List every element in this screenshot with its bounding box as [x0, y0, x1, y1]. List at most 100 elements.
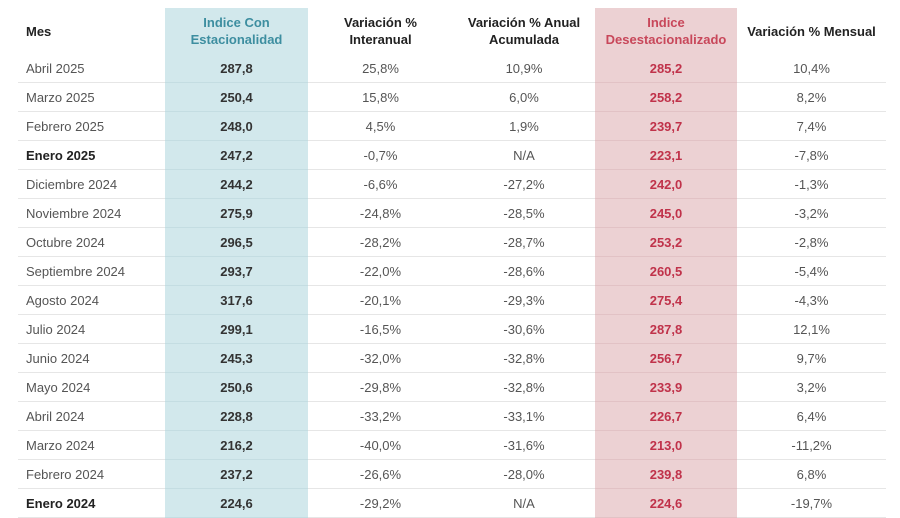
cell-variacion-interanual: -0,7%	[308, 140, 453, 170]
cell-indice-desestacionalizado: 275,4	[595, 285, 737, 315]
cell-variacion-anual-acumulada: -28,0%	[453, 459, 595, 489]
cell-indice-con-estacionalidad: 296,5	[165, 227, 308, 257]
cell-variacion-interanual: 25,8%	[308, 54, 453, 83]
cell-indice-desestacionalizado: 245,0	[595, 198, 737, 228]
table-row: Enero 2024 224,6 -29,2% N/A 224,6 -19,7%	[18, 488, 886, 518]
cell-indice-con-estacionalidad: 299,1	[165, 314, 308, 344]
cell-indice-desestacionalizado: 239,8	[595, 459, 737, 489]
cell-variacion-interanual: -16,5%	[308, 314, 453, 344]
cell-variacion-interanual: -40,0%	[308, 430, 453, 460]
cell-variacion-interanual: -29,8%	[308, 372, 453, 402]
cell-variacion-anual-acumulada: N/A	[453, 140, 595, 170]
cell-variacion-anual-acumulada: -32,8%	[453, 343, 595, 373]
table-row: Agosto 2024 317,6 -20,1% -29,3% 275,4 -4,3%	[18, 285, 886, 315]
cell-variacion-mensual: -5,4%	[737, 256, 886, 286]
cell-indice-con-estacionalidad: 224,6	[165, 488, 308, 518]
cell-mes: Julio 2024	[18, 314, 165, 344]
cell-indice-desestacionalizado: 224,6	[595, 488, 737, 518]
cell-mes: Septiembre 2024	[18, 256, 165, 286]
cell-indice-desestacionalizado: 258,2	[595, 82, 737, 112]
cell-variacion-interanual: -20,1%	[308, 285, 453, 315]
cell-variacion-mensual: 6,8%	[737, 459, 886, 489]
cell-variacion-anual-acumulada: 1,9%	[453, 111, 595, 141]
cell-variacion-mensual: -19,7%	[737, 488, 886, 518]
cell-indice-con-estacionalidad: 245,3	[165, 343, 308, 373]
table-row: Abril 2024 228,8 -33,2% -33,1% 226,7 6,4%	[18, 401, 886, 431]
cell-variacion-anual-acumulada: -32,8%	[453, 372, 595, 402]
cell-mes: Febrero 2025	[18, 111, 165, 141]
table-row: Abril 2025 287,8 25,8% 10,9% 285,2 10,4%	[18, 54, 886, 83]
cell-indice-desestacionalizado: 213,0	[595, 430, 737, 460]
cell-variacion-interanual: 15,8%	[308, 82, 453, 112]
cell-indice-desestacionalizado: 256,7	[595, 343, 737, 373]
cell-variacion-interanual: -33,2%	[308, 401, 453, 431]
table-row: Septiembre 2024 293,7 -22,0% -28,6% 260,5 -5,…	[18, 256, 886, 286]
cell-mes: Abril 2025	[18, 54, 165, 83]
cell-variacion-mensual: 6,4%	[737, 401, 886, 431]
cell-mes: Noviembre 2024	[18, 198, 165, 228]
cell-variacion-interanual: -22,0%	[308, 256, 453, 286]
cell-indice-con-estacionalidad: 248,0	[165, 111, 308, 141]
cell-mes: Enero 2025	[18, 140, 165, 170]
cell-variacion-anual-acumulada: -27,2%	[453, 169, 595, 199]
table-row: Marzo 2025 250,4 15,8% 6,0% 258,2 8,2%	[18, 82, 886, 112]
table-row: Julio 2024 299,1 -16,5% -30,6% 287,8 12,1%	[18, 314, 886, 344]
table-row: Diciembre 2024 244,2 -6,6% -27,2% 242,0 -1,3%	[18, 169, 886, 199]
cell-variacion-mensual: -7,8%	[737, 140, 886, 170]
cell-indice-con-estacionalidad: 250,4	[165, 82, 308, 112]
cell-indice-desestacionalizado: 223,1	[595, 140, 737, 170]
cell-mes: Diciembre 2024	[18, 169, 165, 199]
table-row: Noviembre 2024 275,9 -24,8% -28,5% 245,0 -3,2…	[18, 198, 886, 228]
cell-variacion-anual-acumulada: -30,6%	[453, 314, 595, 344]
cell-indice-con-estacionalidad: 293,7	[165, 256, 308, 286]
cell-variacion-mensual: 10,4%	[737, 54, 886, 83]
cell-indice-con-estacionalidad: 237,2	[165, 459, 308, 489]
cell-variacion-anual-acumulada: -29,3%	[453, 285, 595, 315]
cell-variacion-mensual: 9,7%	[737, 343, 886, 373]
header-row: Mes Indice Con Estacionalidad Variación …	[18, 8, 886, 54]
cell-indice-desestacionalizado: 242,0	[595, 169, 737, 199]
cell-variacion-interanual: -32,0%	[308, 343, 453, 373]
cell-variacion-mensual: 3,2%	[737, 372, 886, 402]
table-row: Febrero 2024 237,2 -26,6% -28,0% 239,8 6,8%	[18, 459, 886, 489]
cell-mes: Febrero 2024	[18, 459, 165, 489]
cell-indice-desestacionalizado: 285,2	[595, 54, 737, 83]
cell-variacion-interanual: -6,6%	[308, 169, 453, 199]
cell-indice-con-estacionalidad: 228,8	[165, 401, 308, 431]
cell-variacion-interanual: -29,2%	[308, 488, 453, 518]
cell-indice-desestacionalizado: 260,5	[595, 256, 737, 286]
cell-variacion-anual-acumulada: 6,0%	[453, 82, 595, 112]
cell-variacion-anual-acumulada: -28,7%	[453, 227, 595, 257]
cell-mes: Agosto 2024	[18, 285, 165, 315]
cell-variacion-mensual: -11,2%	[737, 430, 886, 460]
cell-indice-desestacionalizado: 253,2	[595, 227, 737, 257]
cell-variacion-anual-acumulada: -31,6%	[453, 430, 595, 460]
cell-variacion-mensual: -2,8%	[737, 227, 886, 257]
cell-mes: Marzo 2025	[18, 82, 165, 112]
cell-indice-con-estacionalidad: 287,8	[165, 54, 308, 83]
column-header-variacion-mensual: Variación % Mensual	[747, 23, 876, 39]
cell-variacion-mensual: -4,3%	[737, 285, 886, 315]
table-row: Febrero 2025 248,0 4,5% 1,9% 239,7 7,4%	[18, 111, 886, 141]
cell-indice-con-estacionalidad: 250,6	[165, 372, 308, 402]
cell-indice-desestacionalizado: 233,9	[595, 372, 737, 402]
cell-variacion-anual-acumulada: 10,9%	[453, 54, 595, 83]
cell-indice-con-estacionalidad: 275,9	[165, 198, 308, 228]
column-header-indice-con-estacionalidad: Indice Con Estacionalidad	[165, 8, 308, 54]
table-header: Mes Indice Con Estacionalidad Variación …	[18, 8, 886, 54]
cell-variacion-anual-acumulada: N/A	[453, 488, 595, 518]
table-row: Octubre 2024 296,5 -28,2% -28,7% 253,2 -2,8%	[18, 227, 886, 257]
cell-variacion-anual-acumulada: -28,6%	[453, 256, 595, 286]
cell-indice-con-estacionalidad: 244,2	[165, 169, 308, 199]
cell-mes: Junio 2024	[18, 343, 165, 373]
cell-variacion-interanual: 4,5%	[308, 111, 453, 141]
cell-indice-con-estacionalidad: 216,2	[165, 430, 308, 460]
column-header-mes: Mes	[26, 23, 52, 39]
cell-mes: Octubre 2024	[18, 227, 165, 257]
table-row: Enero 2025 247,2 -0,7% N/A 223,1 -7,8%	[18, 140, 886, 170]
cell-variacion-mensual: -1,3%	[737, 169, 886, 199]
cell-mes: Mayo 2024	[18, 372, 165, 402]
table-body: Abril 2025 287,8 25,8% 10,9% 285,2 10,4% Marzo…	[18, 54, 886, 518]
cell-variacion-mensual: -3,2%	[737, 198, 886, 228]
cell-variacion-interanual: -24,8%	[308, 198, 453, 228]
